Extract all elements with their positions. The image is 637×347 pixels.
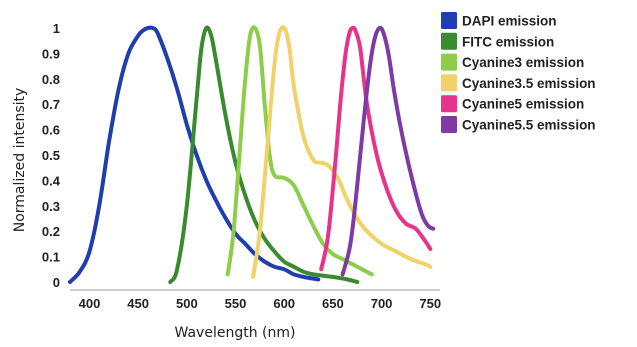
legend: DAPI emission FITC emission Cyanine3 emiss… xyxy=(441,12,596,133)
series-line-dapi-emission xyxy=(68,25,321,284)
y-tick-label: 0.4 xyxy=(42,173,61,188)
x-tick-label: 750 xyxy=(419,296,441,311)
legend-swatch xyxy=(441,32,457,50)
series-line-fitc-emission xyxy=(168,25,360,284)
legend-label: Cyanine5 emission xyxy=(462,97,584,112)
legend-label: Cyanine3 emission xyxy=(462,55,584,70)
y-tick-label: 0.8 xyxy=(42,72,60,87)
series-line-cyanine5-5-emission xyxy=(340,25,436,277)
legend-label: FITC emission xyxy=(462,34,554,49)
x-axis-label: Wavelength (nm) xyxy=(175,325,296,341)
legend-label: Cyanine3.5 emission xyxy=(462,76,596,91)
legend-swatch xyxy=(441,116,457,133)
y-tick-label: 0.5 xyxy=(42,148,60,163)
x-tick-label: 500 xyxy=(176,296,198,311)
axes: 400 450 500 550 600 650 700 750 0 0.1 0.2 0.3 0.4 0.5… xyxy=(42,21,441,311)
y-axis-label: Normalized intensity xyxy=(12,88,28,233)
y-tick-label: 0.2 xyxy=(42,224,60,239)
series-layer xyxy=(68,25,436,284)
legend-swatch xyxy=(441,74,457,92)
x-tick-label: 550 xyxy=(225,296,247,311)
series-line-cyanine5-emission xyxy=(319,25,433,272)
legend-swatch xyxy=(441,53,457,71)
series-line-cyanine3-5-emission xyxy=(251,25,433,279)
legend-swatch xyxy=(441,12,457,29)
x-tick-label: 400 xyxy=(79,296,101,311)
y-tick-label: 0.1 xyxy=(42,250,60,265)
legend-label: Cyanine5.5 emission xyxy=(462,118,596,133)
y-tick-label: 0.6 xyxy=(42,123,60,138)
legend-label: DAPI emission xyxy=(462,14,557,29)
y-tick-label: 0.9 xyxy=(42,46,60,61)
y-tick-label: 0.3 xyxy=(42,199,60,214)
x-tick-label: 450 xyxy=(127,296,149,311)
y-tick-label: 0.7 xyxy=(42,97,60,112)
y-tick-label: 1 xyxy=(53,21,60,36)
x-tick-label: 600 xyxy=(273,296,295,311)
series-line-cyanine3-emission xyxy=(225,25,374,277)
x-tick-label: 700 xyxy=(371,296,393,311)
x-tick-label: 650 xyxy=(322,296,344,311)
legend-swatch xyxy=(441,95,457,113)
y-tick-label: 0 xyxy=(53,275,60,290)
